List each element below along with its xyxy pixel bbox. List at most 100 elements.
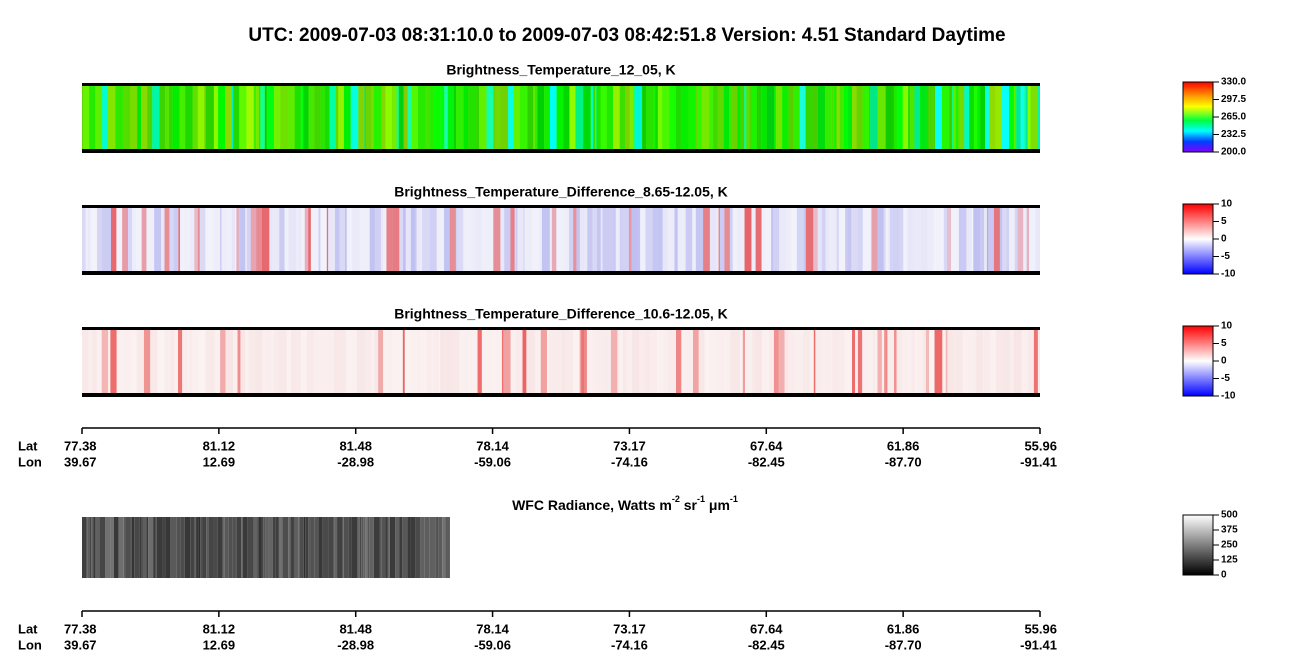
stripe — [916, 329, 923, 394]
stripe — [863, 207, 870, 272]
stripe — [402, 517, 407, 578]
stripe — [794, 207, 796, 272]
stripe — [91, 207, 97, 272]
stripe — [437, 207, 444, 272]
stripe — [422, 207, 430, 272]
stripe — [858, 329, 862, 394]
stripe — [111, 517, 114, 578]
stripe — [814, 329, 816, 394]
stripe — [771, 207, 773, 272]
stripe — [953, 329, 956, 394]
stripe — [240, 207, 245, 272]
stripe — [987, 207, 988, 272]
stripe — [730, 329, 737, 394]
colorbar-label: 5 — [1221, 216, 1227, 227]
stripe — [370, 517, 374, 578]
lon-value: -59.06 — [474, 454, 511, 469]
stripe — [365, 517, 367, 578]
stripe — [752, 85, 757, 150]
stripe — [314, 517, 318, 578]
stripe — [205, 207, 206, 272]
stripe — [419, 207, 422, 272]
stripe — [247, 85, 249, 150]
stripe — [204, 85, 206, 150]
stripe — [161, 207, 165, 272]
stripe — [482, 329, 484, 394]
stripe — [199, 517, 200, 578]
stripe — [390, 517, 395, 578]
stripe — [855, 329, 858, 394]
stripe — [406, 207, 411, 272]
stripe — [729, 85, 732, 150]
stripe — [946, 329, 948, 394]
stripe — [830, 207, 831, 272]
stripe — [117, 329, 125, 394]
stripe — [375, 207, 381, 272]
stripe — [689, 85, 696, 150]
stripe — [681, 329, 686, 394]
stripe — [616, 207, 620, 272]
stripe — [98, 207, 102, 272]
stripe — [165, 85, 169, 150]
stripe — [1023, 207, 1024, 272]
stripe — [751, 207, 753, 272]
stripe — [185, 517, 190, 578]
stripe — [185, 85, 193, 150]
stripe — [902, 329, 909, 394]
stripe — [1002, 85, 1009, 150]
stripe — [97, 329, 102, 394]
stripe — [973, 207, 980, 272]
stripe — [206, 517, 208, 578]
stripe — [663, 207, 668, 272]
stripe — [779, 329, 785, 394]
stripe — [93, 517, 96, 578]
panel-border-bottom — [82, 149, 1040, 153]
stripe — [97, 207, 98, 272]
stripe — [456, 207, 457, 272]
stripe — [256, 207, 262, 272]
stripe — [887, 329, 894, 394]
stripe — [122, 207, 128, 272]
stripe — [307, 329, 314, 394]
stripe — [756, 207, 762, 272]
stripe — [195, 517, 196, 578]
stripe — [598, 329, 605, 394]
stripe — [328, 517, 333, 578]
stripe — [657, 207, 662, 272]
stripe — [165, 207, 170, 272]
stripe — [815, 329, 821, 394]
stripe — [947, 329, 953, 394]
stripe — [921, 207, 928, 272]
stripe — [724, 85, 729, 150]
stripe — [595, 85, 596, 150]
title-part: WFC Radiance, Watts m — [512, 497, 672, 513]
stripe — [717, 329, 723, 394]
stripe — [232, 207, 235, 272]
stripe — [871, 207, 877, 272]
stripe — [833, 329, 836, 394]
stripe — [352, 207, 359, 272]
stripe — [392, 85, 397, 150]
stripe — [988, 207, 994, 272]
stripe — [629, 207, 631, 272]
stripe — [317, 207, 318, 272]
stripe — [740, 329, 743, 394]
panel-title: Brightness_Temperature_12_05, K — [446, 62, 675, 78]
stripe — [123, 85, 130, 150]
stripe — [669, 85, 676, 150]
stripe — [592, 329, 598, 394]
stripe — [254, 85, 256, 150]
stripe — [262, 517, 263, 578]
stripe — [238, 329, 241, 394]
colorbar — [1183, 204, 1213, 274]
stripe — [407, 517, 410, 578]
stripe — [481, 207, 487, 272]
colorbar-label: 10 — [1221, 199, 1233, 210]
stripe — [620, 207, 621, 272]
stripe — [124, 517, 126, 578]
stripe — [199, 329, 206, 394]
stripe — [573, 329, 580, 394]
stripe — [884, 207, 886, 272]
stripe — [334, 329, 341, 394]
stripe — [530, 329, 535, 394]
